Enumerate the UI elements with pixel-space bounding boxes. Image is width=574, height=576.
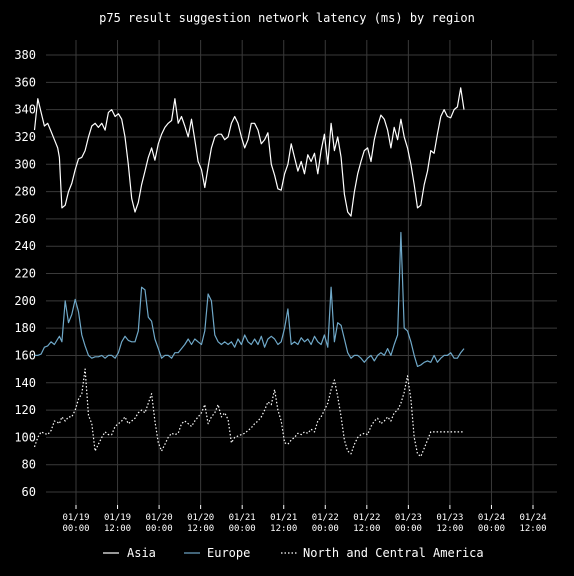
legend-label: North and Central America (303, 546, 484, 560)
x-tick-label-time: 12:00 (519, 524, 546, 534)
x-tick-label-time: 12:00 (353, 524, 380, 534)
x-tick-label-date: 01/22 (312, 513, 339, 523)
legend-item: North and Central America (281, 546, 484, 560)
y-tick-label: 180 (14, 321, 36, 335)
y-tick-label: 200 (14, 294, 36, 308)
series-layer (33, 87, 465, 458)
x-tick-label-time: 00:00 (395, 524, 422, 534)
x-tick-label-date: 01/19 (62, 513, 89, 523)
y-tick-label: 340 (14, 103, 36, 117)
legend-label: Asia (127, 546, 156, 560)
x-tick-label-date: 01/21 (229, 513, 256, 523)
y-tick-label: 160 (14, 348, 36, 362)
x-tick-label-date: 01/23 (395, 513, 422, 523)
x-tick-label-time: 00:00 (312, 524, 339, 534)
y-tick-label: 280 (14, 185, 36, 199)
x-tick-label-date: 01/23 (436, 513, 463, 523)
x-tick-label-date: 01/20 (146, 513, 173, 523)
y-tick-label: 240 (14, 239, 36, 253)
x-tick-label-time: 00:00 (62, 524, 89, 534)
series-line-europe (34, 231, 465, 367)
legend-label: Europe (207, 546, 250, 560)
y-tick-label: 100 (14, 430, 36, 444)
legend-item: Europe (184, 546, 250, 560)
y-tick-label: 360 (14, 75, 36, 89)
y-tick-label: 140 (14, 376, 36, 390)
x-tick-label-date: 01/24 (519, 513, 546, 523)
series-line-asia (33, 87, 465, 217)
y-tick-label: 380 (14, 48, 36, 62)
series-line-north-and-central-america (33, 368, 464, 458)
x-tick-label-date: 01/19 (104, 513, 131, 523)
y-tick-label: 320 (14, 130, 36, 144)
x-tick-label-date: 01/24 (478, 513, 505, 523)
x-tick-label-time: 12:00 (104, 524, 131, 534)
x-tick-label-time: 12:00 (187, 524, 214, 534)
x-tick-label-time: 00:00 (146, 524, 173, 534)
x-tick-label-time: 12:00 (436, 524, 463, 534)
y-tick-label: 260 (14, 212, 36, 226)
x-tick-label-date: 01/20 (187, 513, 214, 523)
legend: Asia Europe North and Central America (103, 546, 484, 560)
y-tick-label: 120 (14, 403, 36, 417)
y-tick-label: 60 (22, 485, 36, 499)
grid-layer (46, 40, 557, 505)
axis-layer: 60 80 100 120 140 160 180 200 220 240 260 280 300 320… (14, 48, 546, 534)
legend-item: Asia (103, 546, 156, 560)
x-tick-label-date: 01/22 (353, 513, 380, 523)
x-tick-label-date: 01/21 (270, 513, 297, 523)
x-tick-label-time: 00:00 (229, 524, 256, 534)
x-tick-label-time: 12:00 (270, 524, 297, 534)
x-tick-label-time: 00:00 (478, 524, 505, 534)
y-tick-label: 300 (14, 157, 36, 171)
chart-title: p75 result suggestion network latency (m… (99, 11, 475, 25)
y-tick-label: 80 (22, 458, 36, 472)
y-tick-label: 220 (14, 267, 36, 281)
